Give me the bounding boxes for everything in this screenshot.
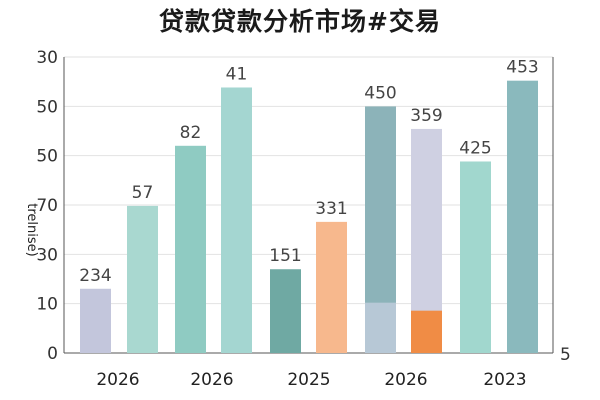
- data-label: 425: [459, 138, 491, 158]
- category-label: 2026: [96, 370, 139, 390]
- y-tick-label: 50: [36, 97, 58, 117]
- data-labels: 234 57 82 41 151 331 450 359 425 453: [79, 58, 538, 286]
- bar: [270, 269, 301, 353]
- y-tick-label: 10: [36, 295, 58, 315]
- y-tick-labels: 0 10 30 70 50 50 30: [36, 48, 58, 364]
- data-label: 57: [132, 183, 154, 203]
- right-axis-label: 5: [560, 345, 571, 365]
- bar: [460, 161, 491, 353]
- y-tick-label: 50: [36, 147, 58, 167]
- bar-segment: [411, 310, 442, 353]
- category-label: 2026: [190, 370, 233, 390]
- bar: [175, 145, 206, 353]
- y-tick-label: 0: [47, 344, 58, 364]
- y-tick-label: 30: [36, 245, 58, 265]
- bar-segment: [365, 302, 396, 353]
- data-label: 453: [506, 58, 538, 78]
- bar: [507, 80, 538, 354]
- bar: [80, 288, 111, 353]
- category-label: 2023: [483, 370, 526, 390]
- category-labels: 2026 2026 2025 2026 2023: [96, 370, 526, 390]
- y-tick-label: 30: [36, 48, 58, 68]
- bars: [80, 80, 538, 354]
- y-tick-label: 70: [36, 196, 58, 216]
- y-axis-label: trelnise): [24, 203, 39, 256]
- bar: [127, 205, 158, 353]
- data-label: 450: [364, 83, 396, 103]
- data-label: 82: [180, 123, 202, 143]
- data-label: 151: [269, 246, 301, 266]
- chart-title: 贷款贷款分析市场#交易: [159, 7, 441, 36]
- bar: [221, 87, 252, 353]
- category-label: 2026: [384, 370, 427, 390]
- data-label: 359: [410, 106, 442, 126]
- data-label: 331: [315, 199, 347, 219]
- bar: [316, 221, 347, 353]
- category-label: 2025: [287, 370, 330, 390]
- data-label: 234: [79, 266, 111, 286]
- data-label: 41: [226, 64, 248, 84]
